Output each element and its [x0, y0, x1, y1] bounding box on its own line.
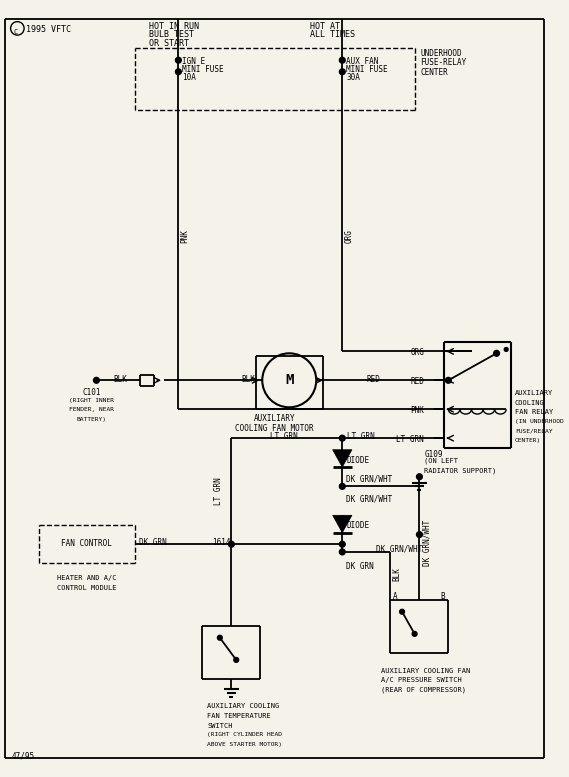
- Text: AUXILIARY COOLING: AUXILIARY COOLING: [207, 703, 279, 709]
- Text: HOT AT: HOT AT: [311, 22, 340, 30]
- Text: ABOVE STARTER MOTOR): ABOVE STARTER MOTOR): [207, 742, 282, 747]
- Circle shape: [504, 347, 508, 351]
- Circle shape: [339, 542, 345, 547]
- Circle shape: [217, 636, 222, 640]
- Text: (RIGHT INNER: (RIGHT INNER: [69, 398, 114, 402]
- Text: AUXILIARY COOLING FAN: AUXILIARY COOLING FAN: [381, 667, 470, 674]
- Text: FAN TEMPERATURE: FAN TEMPERATURE: [207, 713, 271, 719]
- Text: M: M: [285, 373, 294, 387]
- Text: (ON LEFT: (ON LEFT: [424, 458, 458, 464]
- Circle shape: [339, 69, 345, 75]
- Text: DK GRN/WHT: DK GRN/WHT: [376, 544, 422, 553]
- Text: DK GRN: DK GRN: [139, 538, 167, 548]
- Circle shape: [412, 632, 417, 636]
- Text: 1614: 1614: [212, 538, 230, 548]
- Circle shape: [494, 350, 500, 356]
- Text: FAN RELAY: FAN RELAY: [515, 409, 553, 415]
- Circle shape: [175, 57, 182, 63]
- Text: ALL TIMES: ALL TIMES: [311, 30, 356, 40]
- Text: FUSE-RELAY: FUSE-RELAY: [420, 58, 467, 68]
- Circle shape: [175, 69, 182, 75]
- Text: CENTER): CENTER): [515, 438, 541, 443]
- Text: C101: C101: [83, 388, 101, 397]
- Text: CENTER: CENTER: [420, 68, 448, 77]
- Text: LT GRN: LT GRN: [214, 477, 223, 505]
- Text: (REAR OF COMPRESSOR): (REAR OF COMPRESSOR): [381, 687, 466, 693]
- Text: ORG: ORG: [344, 228, 353, 242]
- Text: AUXILIARY: AUXILIARY: [254, 414, 296, 423]
- Text: 47/95: 47/95: [11, 751, 35, 761]
- Circle shape: [234, 657, 238, 662]
- Text: COOLING: COOLING: [515, 399, 545, 406]
- Text: CONTROL MODULE: CONTROL MODULE: [57, 585, 117, 591]
- Polygon shape: [333, 515, 352, 533]
- Circle shape: [417, 474, 422, 479]
- Text: MINI FUSE: MINI FUSE: [346, 65, 387, 74]
- Circle shape: [93, 378, 100, 383]
- Text: PNK: PNK: [180, 228, 189, 242]
- Text: BATTERY): BATTERY): [77, 417, 106, 422]
- Text: DK GRN/WHT: DK GRN/WHT: [422, 520, 431, 566]
- Text: G109: G109: [424, 450, 443, 458]
- Text: C: C: [13, 30, 18, 35]
- Circle shape: [229, 542, 234, 547]
- Text: 30A: 30A: [346, 73, 360, 82]
- Circle shape: [399, 609, 405, 614]
- Text: OR START: OR START: [150, 39, 189, 48]
- Circle shape: [339, 57, 345, 63]
- Text: PNK: PNK: [410, 406, 424, 416]
- Text: BLK: BLK: [241, 375, 255, 384]
- Circle shape: [446, 378, 451, 383]
- Text: RED: RED: [366, 375, 380, 384]
- Text: BULB TEST: BULB TEST: [150, 30, 195, 40]
- Text: HOT IN RUN: HOT IN RUN: [150, 22, 200, 30]
- Text: BLK: BLK: [114, 375, 127, 384]
- Text: COOLING FAN MOTOR: COOLING FAN MOTOR: [236, 423, 314, 433]
- Text: A/C PRESSURE SWITCH: A/C PRESSURE SWITCH: [381, 678, 461, 683]
- Polygon shape: [333, 450, 352, 467]
- Text: RED: RED: [410, 378, 424, 386]
- Text: MINI FUSE: MINI FUSE: [182, 65, 224, 74]
- Text: SWITCH: SWITCH: [207, 723, 233, 729]
- Circle shape: [339, 483, 345, 490]
- Text: 10A: 10A: [182, 73, 196, 82]
- Circle shape: [339, 435, 345, 441]
- Text: B: B: [440, 592, 446, 601]
- Text: LT GRN: LT GRN: [347, 432, 375, 441]
- Text: A: A: [393, 592, 397, 601]
- Text: UNDERHOOD: UNDERHOOD: [420, 49, 462, 57]
- Text: ORG: ORG: [410, 349, 424, 357]
- Text: (RIGHT CYLINDER HEAD: (RIGHT CYLINDER HEAD: [207, 732, 282, 737]
- Circle shape: [417, 531, 422, 538]
- Text: DIODE: DIODE: [346, 521, 369, 530]
- Text: 1995 VFTC: 1995 VFTC: [26, 26, 71, 34]
- Text: DIODE: DIODE: [346, 455, 369, 465]
- Text: RADIATOR SUPPORT): RADIATOR SUPPORT): [424, 467, 497, 473]
- Text: DK GRN/WHT: DK GRN/WHT: [346, 494, 393, 503]
- Text: DK GRN: DK GRN: [346, 562, 374, 570]
- Text: FENDER, NEAR: FENDER, NEAR: [69, 407, 114, 413]
- Text: AUX FAN: AUX FAN: [346, 57, 378, 66]
- Text: DK GRN/WHT: DK GRN/WHT: [346, 475, 393, 484]
- Text: AUXILIARY: AUXILIARY: [515, 390, 553, 396]
- Text: IGN E: IGN E: [182, 57, 205, 66]
- Text: LT GRN: LT GRN: [270, 432, 298, 441]
- Circle shape: [339, 549, 345, 555]
- Text: HEATER AND A/C: HEATER AND A/C: [57, 575, 117, 581]
- Text: FUSE/RELAY: FUSE/RELAY: [515, 428, 552, 434]
- Text: LT GRN: LT GRN: [397, 435, 424, 444]
- Text: (IN UNDERHOOD: (IN UNDERHOOD: [515, 419, 564, 424]
- Text: FAN CONTROL: FAN CONTROL: [61, 539, 112, 549]
- Text: BLK: BLK: [393, 567, 401, 581]
